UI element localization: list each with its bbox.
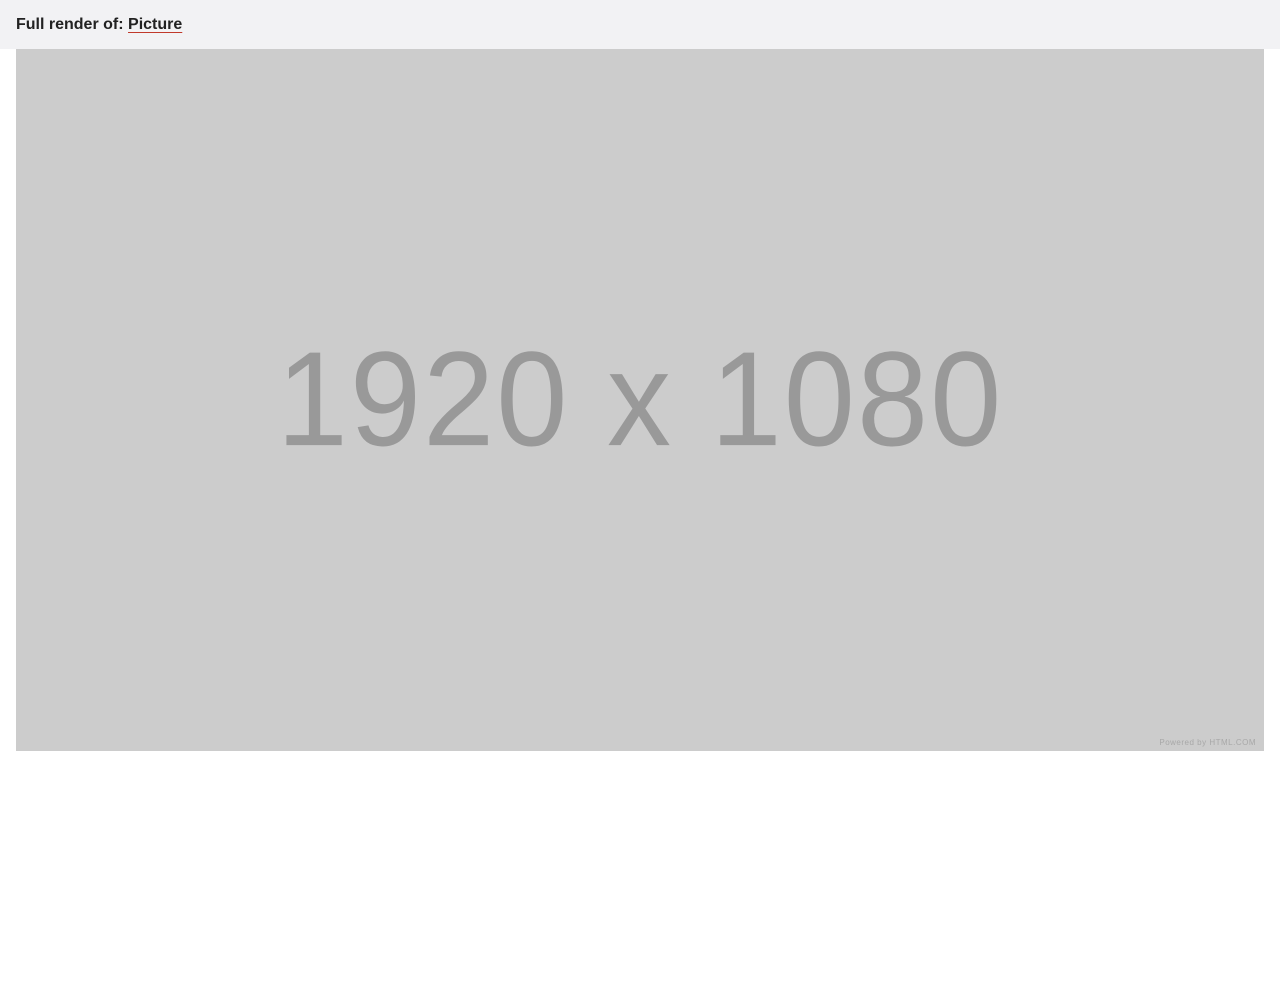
image-credit: Powered by HTML.COM: [1159, 738, 1256, 747]
picture-link[interactable]: Picture: [128, 15, 183, 33]
placeholder-image: 1920 x 1080 Powered by HTML.COM: [16, 39, 1264, 751]
header-title: Full render of: Picture: [16, 16, 182, 34]
image-dimensions-label: 1920 x 1080: [276, 324, 1004, 475]
header-bar: Full render of: Picture: [0, 0, 1280, 49]
header-prefix: Full render of:: [16, 15, 124, 33]
